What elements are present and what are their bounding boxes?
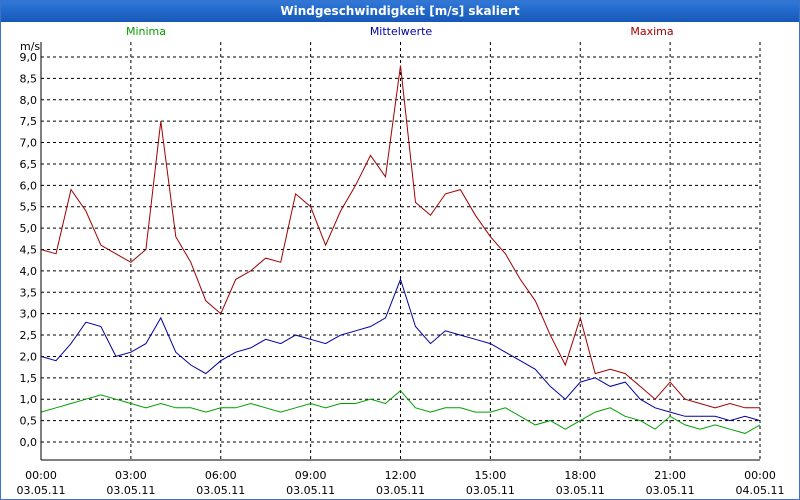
- x-tick-time: 12:00: [385, 469, 417, 482]
- x-tick-date: 03.05.11: [17, 484, 66, 497]
- y-tick-label: 0,5: [20, 415, 38, 428]
- y-tick-label: 0,0: [20, 436, 38, 449]
- x-tick-time: 15:00: [475, 469, 507, 482]
- x-tick-date: 03.05.11: [466, 484, 515, 497]
- x-tick-date: 03.05.11: [196, 484, 245, 497]
- y-tick-label: 6,0: [20, 179, 38, 192]
- x-tick-date: 04.05.11: [736, 484, 785, 497]
- window-title: Windgeschwindigkeit [m/s] skaliert: [1, 1, 799, 22]
- y-tick-label: 4,0: [20, 265, 38, 278]
- series-line-minima: [40, 389, 761, 434]
- x-tick-time: 09:00: [295, 469, 327, 482]
- y-tick-label: 9,0: [20, 51, 38, 64]
- x-tick-date: 03.05.11: [556, 484, 605, 497]
- y-tick-label: 7,5: [20, 115, 38, 128]
- y-tick-label: 4,5: [20, 244, 38, 257]
- y-tick-label: 5,0: [20, 222, 38, 235]
- y-tick-label: 2,0: [20, 350, 38, 363]
- y-tick-label: 3,0: [20, 308, 38, 321]
- legend-minima: Minima: [126, 25, 166, 38]
- y-tick-label: 5,5: [20, 201, 38, 214]
- legend-maxima: Maxima: [630, 25, 673, 38]
- y-tick-label: 1,0: [20, 393, 38, 406]
- x-tick-date: 03.05.11: [106, 484, 155, 497]
- axes: [40, 42, 761, 461]
- y-tick-label: 2,5: [20, 329, 38, 342]
- y-tick-label: 1,5: [20, 372, 38, 385]
- x-tick-time: 21:00: [654, 469, 686, 482]
- legend-mittelwerte: Mittelwerte: [370, 25, 433, 38]
- y-tick-label: 8,0: [20, 94, 38, 107]
- series-line-mittelwerte: [40, 277, 761, 422]
- series-lines: [40, 65, 761, 434]
- x-tick-date: 03.05.11: [376, 484, 425, 497]
- x-tick-date: 03.05.11: [646, 484, 695, 497]
- y-tick-label: 3,5: [20, 286, 38, 299]
- x-tick-time: 00:00: [25, 469, 57, 482]
- y-axis-unit: m/s: [20, 40, 40, 53]
- x-tick-date: 03.05.11: [286, 484, 335, 497]
- x-tick-time: 06:00: [205, 469, 237, 482]
- x-tick-time: 00:00: [744, 469, 776, 482]
- legend: Minima Mittelwerte Maxima: [126, 25, 674, 38]
- y-tick-label: 6,5: [20, 158, 38, 171]
- y-tick-label: 8,5: [20, 72, 38, 85]
- y-tick-label: 7,0: [20, 137, 38, 150]
- x-tick-time: 18:00: [564, 469, 596, 482]
- x-tick-time: 03:00: [115, 469, 147, 482]
- x-axis-labels: 00:00 03.05.11 03:00 03.05.11 06:00 03.05.11 0…: [17, 469, 785, 497]
- series-line-maxima: [40, 65, 760, 409]
- y-axis-labels: 0,0 0,5 1,0 1,5 2,0 2,5 3,0 3,5 4,0 4,5 5,0 5,5 6,0 6…: [20, 40, 41, 449]
